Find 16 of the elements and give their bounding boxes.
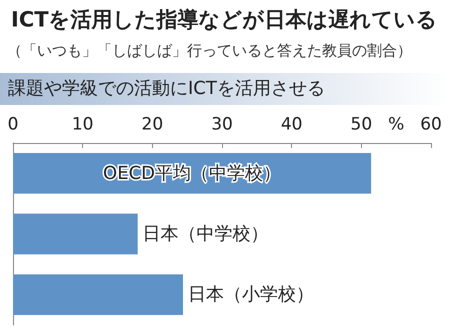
bar xyxy=(13,214,138,254)
text: 課題や学級での活動にICTを活用させる xyxy=(0,73,450,105)
x-tick-label: 40 xyxy=(280,114,302,134)
x-tick-label: 50 xyxy=(350,114,372,134)
x-tick-label: 60 xyxy=(420,114,442,134)
x-tick-label: 0 xyxy=(8,114,18,134)
bar xyxy=(13,274,183,315)
y-tick-label: 日本（小学校） xyxy=(188,284,314,306)
chart-title: ICTを活用した指導などが日本は遅れている xyxy=(11,8,438,32)
y-tick-label: OECD平均（中学校） xyxy=(103,162,282,184)
y-tick-label: 日本（中学校） xyxy=(142,224,269,244)
x-tick-label: 10 xyxy=(72,114,94,134)
chart-subtitle: （「いつも」「しばしば」行っていると答えた教員の割合） xyxy=(7,42,412,60)
x-axis-title: % xyxy=(388,114,404,134)
x-tick-label: 20 xyxy=(142,114,164,134)
x-tick-label: 30 xyxy=(211,114,233,134)
